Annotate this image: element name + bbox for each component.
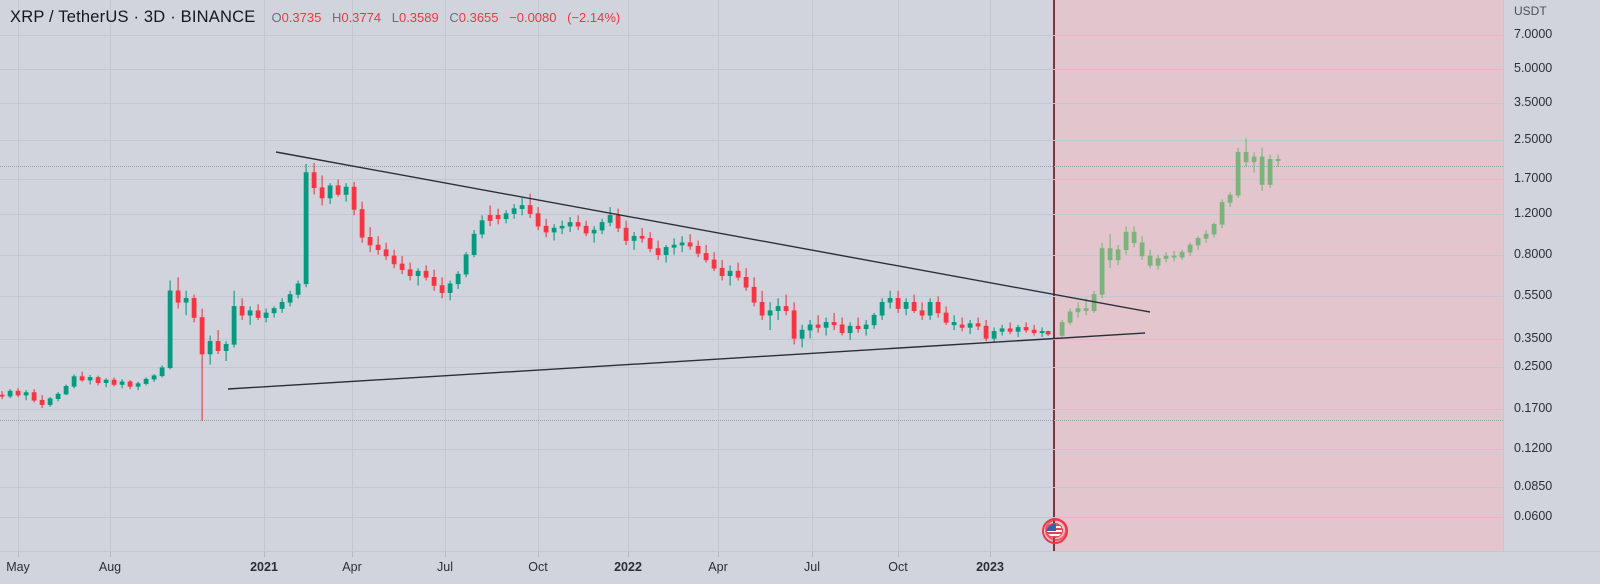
price-axis-tick: 1.7000 bbox=[1514, 171, 1553, 185]
price-axis-tick: 0.1200 bbox=[1514, 441, 1553, 455]
projection-shaded-region bbox=[1053, 0, 1503, 551]
gridline-vertical bbox=[352, 0, 353, 551]
time-axis-notch bbox=[718, 552, 719, 557]
gridline-horizontal bbox=[0, 296, 1503, 297]
gridline-vertical bbox=[990, 0, 991, 551]
price-axis-tick: 0.8000 bbox=[1514, 247, 1553, 261]
low-label: L bbox=[391, 10, 399, 25]
price-axis-tick: 0.5500 bbox=[1514, 288, 1553, 302]
time-axis-notch bbox=[812, 552, 813, 557]
gridline-vertical bbox=[264, 0, 265, 551]
gridline-horizontal bbox=[0, 255, 1503, 256]
gridline-vertical bbox=[718, 0, 719, 551]
price-axis-tick: 0.0850 bbox=[1514, 479, 1553, 493]
price-axis[interactable]: USDT 7.0000 5.0000 3.5000 2.5000 1.7000 1.200… bbox=[1503, 0, 1600, 551]
flag-canton bbox=[1047, 524, 1056, 531]
price-axis-tick: 5.0000 bbox=[1514, 61, 1553, 75]
gridline-horizontal bbox=[0, 214, 1503, 215]
us-flag-icon bbox=[1046, 523, 1063, 538]
price-axis-tick: 0.1700 bbox=[1514, 401, 1553, 415]
gridline-vertical bbox=[538, 0, 539, 551]
time-axis-notch bbox=[264, 552, 265, 557]
price-axis-tick: 0.2500 bbox=[1514, 359, 1553, 373]
dotted-price-level bbox=[0, 420, 1503, 421]
gridline-vertical bbox=[110, 0, 111, 551]
chart-header: XRP / TetherUS · 3D · BINANCE O0.3735 H0… bbox=[10, 8, 620, 27]
price-axis-tick: 1.2000 bbox=[1514, 206, 1553, 220]
gridline-horizontal bbox=[0, 487, 1503, 488]
gridline-horizontal bbox=[0, 449, 1503, 450]
descending-resistance-line bbox=[275, 151, 1151, 313]
gridline-horizontal bbox=[0, 140, 1503, 141]
time-axis-tick: 2023 bbox=[976, 560, 1004, 574]
time-axis-notch bbox=[538, 552, 539, 557]
time-axis[interactable]: May Aug 2021 Apr Jul Oct 2022 Apr Jul Oct 2023 bbox=[0, 551, 1600, 584]
time-axis-tick: Aug bbox=[98, 560, 122, 574]
projection-start-line bbox=[1053, 0, 1055, 551]
price-axis-tick: 0.0600 bbox=[1514, 509, 1553, 523]
time-axis-tick: May bbox=[6, 560, 30, 574]
gridline-horizontal bbox=[0, 409, 1503, 410]
symbol-title[interactable]: XRP / TetherUS · 3D · BINANCE bbox=[10, 8, 256, 26]
price-axis-tick: 3.5000 bbox=[1514, 95, 1553, 109]
ohlc-legend: O0.3735 H0.3774 L0.3589 C0.3655 −0.0080 … bbox=[271, 10, 620, 25]
high-value: 0.3774 bbox=[341, 10, 382, 25]
close-label: C bbox=[449, 10, 459, 25]
time-axis-tick: Apr bbox=[342, 560, 362, 574]
time-axis-tick: Apr bbox=[708, 560, 728, 574]
gridline-vertical bbox=[812, 0, 813, 551]
time-axis-notch bbox=[110, 552, 111, 557]
time-axis-notch bbox=[990, 552, 991, 557]
change-absolute: −0.0080 bbox=[509, 10, 557, 25]
close-value: 0.3655 bbox=[458, 10, 499, 25]
gridline-vertical bbox=[898, 0, 899, 551]
gridline-horizontal bbox=[0, 517, 1503, 518]
price-axis-tick: 0.3500 bbox=[1514, 331, 1553, 345]
gridline-vertical bbox=[445, 0, 446, 551]
price-axis-unit: USDT bbox=[1514, 4, 1547, 18]
gridline-horizontal bbox=[0, 339, 1503, 340]
gridline-horizontal bbox=[0, 69, 1503, 70]
time-axis-tick: Jul bbox=[437, 560, 453, 574]
open-label: O bbox=[271, 10, 282, 25]
open-value: 0.3735 bbox=[281, 10, 322, 25]
us-economic-event-marker[interactable] bbox=[1042, 518, 1068, 544]
gridline-horizontal bbox=[0, 179, 1503, 180]
change-percent: (−2.14%) bbox=[567, 10, 621, 25]
time-axis-notch bbox=[18, 552, 19, 557]
gridline-horizontal bbox=[0, 367, 1503, 368]
time-axis-tick: 2022 bbox=[614, 560, 642, 574]
time-axis-tick: Jul bbox=[804, 560, 820, 574]
time-axis-notch bbox=[898, 552, 899, 557]
dotted-price-level bbox=[0, 166, 1503, 167]
time-axis-notch bbox=[628, 552, 629, 557]
ascending-support-line bbox=[227, 332, 1146, 390]
high-label: H bbox=[331, 10, 342, 25]
time-axis-notch bbox=[445, 552, 446, 557]
time-axis-tick: Oct bbox=[888, 560, 908, 574]
price-axis-tick: 7.0000 bbox=[1514, 27, 1553, 41]
time-axis-notch bbox=[352, 552, 353, 557]
low-value: 0.3589 bbox=[398, 10, 439, 25]
gridline-vertical bbox=[18, 0, 19, 551]
gridline-vertical bbox=[628, 0, 629, 551]
gridline-horizontal bbox=[0, 35, 1503, 36]
gridline-horizontal bbox=[0, 103, 1503, 104]
time-axis-tick: Oct bbox=[528, 560, 548, 574]
time-axis-tick: 2021 bbox=[250, 560, 278, 574]
chart-plot-area[interactable] bbox=[0, 0, 1503, 551]
price-axis-tick: 2.5000 bbox=[1514, 132, 1553, 146]
